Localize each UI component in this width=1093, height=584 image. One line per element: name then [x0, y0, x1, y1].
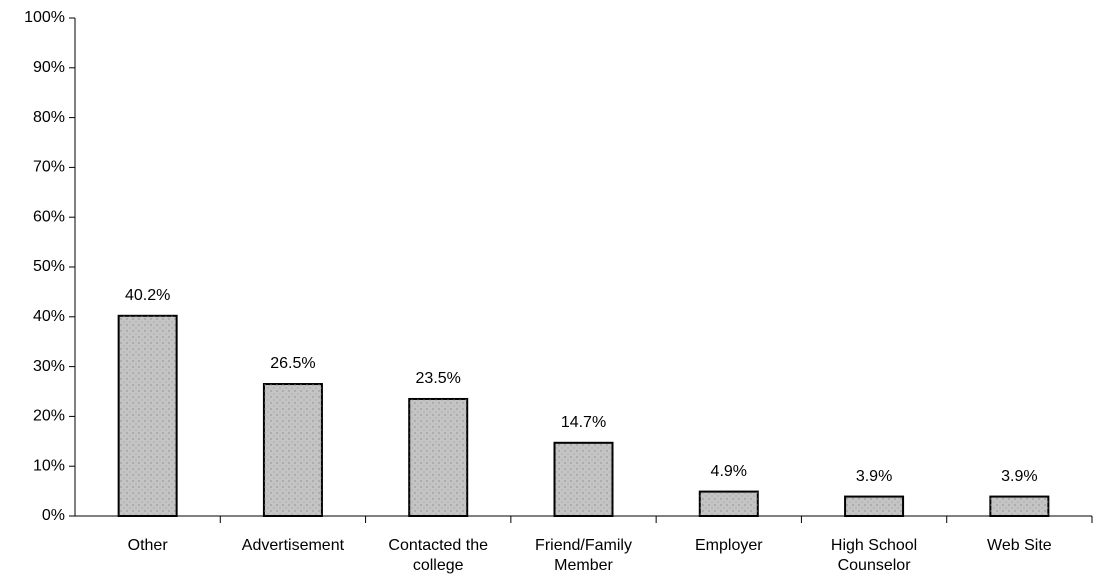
bar-texture: [554, 442, 613, 516]
y-tick-label: 50%: [33, 258, 65, 275]
data-label: 26.5%: [270, 355, 315, 372]
x-tick-label: Other: [127, 537, 168, 554]
y-tick-label: 80%: [33, 109, 65, 126]
x-tick-label: Advertisement: [241, 537, 345, 554]
bar-texture: [118, 315, 177, 516]
data-label: 3.9%: [856, 468, 892, 485]
y-tick-label: 20%: [33, 408, 65, 425]
x-tick-label: Web Site: [987, 537, 1052, 554]
y-tick-label: 60%: [33, 208, 65, 225]
data-label: 14.7%: [561, 414, 606, 431]
y-tick-label: 30%: [33, 358, 65, 375]
x-tick-label: High School Counselor: [830, 537, 918, 574]
x-tick-label: Friend/Family Member: [535, 537, 632, 574]
data-label: 23.5%: [416, 370, 461, 387]
y-tick-label: 10%: [33, 457, 65, 474]
y-tick-label: 90%: [33, 59, 65, 76]
bar-texture: [409, 398, 468, 516]
y-tick-label: 70%: [33, 159, 65, 176]
bar-texture: [845, 496, 904, 516]
bar-texture: [990, 496, 1049, 516]
data-label: 40.2%: [125, 287, 170, 304]
y-tick-label: 40%: [33, 308, 65, 325]
bar-texture: [263, 384, 322, 516]
y-tick-label: 100%: [24, 9, 65, 26]
data-label: 4.9%: [711, 463, 747, 480]
x-tick-label: Employer: [694, 537, 763, 554]
bar-texture: [699, 491, 758, 516]
data-label: 3.9%: [1001, 468, 1037, 485]
y-tick-label: 0%: [42, 507, 65, 524]
x-tick-label: Contacted the college: [388, 537, 489, 574]
